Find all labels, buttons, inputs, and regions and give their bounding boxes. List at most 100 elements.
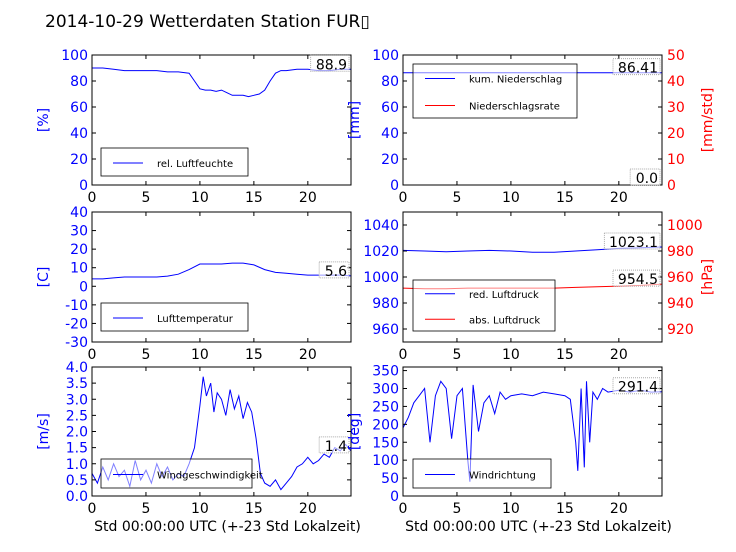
humidity-ylabel: [%] (36, 108, 52, 132)
windspeed-legend: Windgeschwindigkeit (100, 458, 263, 489)
precip-plot-frame (402, 54, 663, 186)
humidity-xtick-label-2: 10 (191, 190, 209, 206)
precip-ytick-r-label-4: 40 (667, 74, 685, 90)
pressure-ytick-label-0: 960 (372, 322, 399, 338)
winddir-xtick-label-1: 5 (452, 501, 461, 517)
precip-last-value: 86.41 (618, 61, 658, 77)
windspeed-ytick-label-7: 3.5 (66, 376, 88, 392)
temperature-ytick-label-2: -10 (65, 298, 88, 314)
pressure-ytick-label-4: 1040 (363, 218, 399, 234)
windspeed-legend-box (100, 458, 253, 489)
precip-ytick-label-5: 100 (372, 48, 399, 64)
precip-ytick-r-label-1: 10 (667, 152, 685, 168)
winddir-ytick-label-3: 150 (372, 435, 399, 451)
windspeed-last-value: 1.4 (325, 439, 347, 455)
humidity-last-value: 88.9 (316, 57, 347, 73)
temperature-legend-label-0: Lufttemperatur (157, 314, 234, 325)
pressure-ytick-r-label-1: 940 (667, 296, 694, 312)
windspeed-ytick-label-5: 2.5 (66, 408, 88, 424)
winddir-ytick-label-1: 50 (381, 471, 399, 487)
precip-legend-box (412, 63, 578, 119)
winddir-ylabel: [deg] (347, 413, 363, 450)
temperature-xtick-label-0: 0 (88, 347, 97, 363)
precip-ytick-r-label-0: 0 (667, 178, 676, 194)
pressure-ytick-label-2: 1000 (363, 270, 399, 286)
winddir-xlabel: Std 00:00:00 UTC (+-23 Std Lokalzeit) (405, 519, 672, 535)
temperature-legend: Lufttemperatur (100, 302, 249, 332)
winddir-xtick-label-2: 10 (502, 501, 520, 517)
precip-xtick-label-3: 15 (556, 190, 574, 206)
humidity-legend-box (100, 147, 249, 177)
precip-ytick-label-2: 40 (381, 126, 399, 142)
windspeed-ytick-label-8: 4.0 (66, 360, 88, 376)
precip-xtick-label-0: 0 (399, 190, 408, 206)
humidity-ytick-label-5: 100 (61, 48, 88, 64)
winddir-ytick-label-5: 250 (372, 399, 399, 415)
windspeed-last-value-box (318, 436, 350, 454)
temperature-xtick-label-4: 20 (299, 347, 317, 363)
precip-xtick-label-1: 5 (452, 190, 461, 206)
precip-ylabel-right: [mm/std] (700, 88, 716, 153)
precip-last-value-box (612, 58, 661, 76)
temperature-ytick-label-3: 0 (79, 279, 88, 295)
winddir-ytick-label-2: 100 (372, 453, 399, 469)
humidity-panel: 0 5 10 15 20 0 20 40 60 80 100 [%] 88.9 rel. Luftfeuc… (36, 48, 352, 206)
humidity-series-0-line (92, 67, 351, 98)
precip-legend-label-0: kum. Niederschlag (469, 75, 562, 86)
winddir-xtick-label-4: 20 (610, 501, 628, 517)
precip-xtick-label-2: 10 (502, 190, 520, 206)
winddir-plot-frame (402, 366, 663, 497)
temperature-legend-box (100, 302, 249, 332)
pressure-ytick-r-label-3: 980 (667, 244, 694, 260)
precip-xtick-label-4: 20 (610, 190, 628, 206)
humidity-xtick-label-3: 15 (245, 190, 263, 206)
pressure-legend: red. Luftdruck abs. Luftdruck (412, 279, 556, 332)
humidity-legend: rel. Luftfeuchte (100, 147, 249, 177)
winddir-ytick-label-6: 300 (372, 382, 399, 398)
precip-ytick-r-label-3: 30 (667, 100, 685, 116)
temperature-ytick-label-1: -20 (65, 316, 88, 332)
temperature-xtick-label-1: 5 (141, 347, 150, 363)
temperature-panel: 0 5 10 15 20 -30 -20 -10 0 10 20 30 40 [C] 5.6 Lufttemp… (36, 205, 352, 363)
precip-last-value-right-box (629, 168, 661, 186)
humidity-plot-frame (91, 54, 352, 186)
humidity-ytick-label-3: 60 (70, 100, 88, 116)
windspeed-xtick-label-4: 20 (299, 501, 317, 517)
pressure-ytick-label-1: 980 (372, 296, 399, 312)
humidity-ytick-label-4: 80 (70, 74, 88, 90)
temperature-ytick-label-0: -30 (65, 335, 88, 351)
precip-legend-label-1: Niederschlagsrate (469, 102, 560, 113)
windspeed-ytick-label-1: 0.5 (66, 473, 88, 489)
winddir-legend-label-0: Windrichtung (469, 471, 536, 482)
chart-title: 2014-10-29 Wetterdaten Station FUR▯ (45, 12, 370, 32)
precip-ytick-label-4: 80 (381, 74, 399, 90)
pressure-ytick-r-label-0: 920 (667, 322, 694, 338)
humidity-ytick-label-0: 0 (79, 178, 88, 194)
pressure-xtick-label-4: 20 (610, 347, 628, 363)
pressure-ylabel-right: [hPa] (700, 259, 716, 295)
winddir-ytick-label-7: 350 (372, 364, 399, 380)
precip-panel: 0 5 10 15 20 0 20 40 60 80 100 0 10 20 30 40 50 [mm] [mm/s… (347, 48, 716, 206)
precip-legend: kum. Niederschlag Niederschlagsrate (412, 63, 578, 119)
precip-ytick-r-label-2: 20 (667, 126, 685, 142)
precip-ytick-r-label-5: 50 (667, 48, 685, 64)
precip-ytick-label-1: 20 (381, 152, 399, 168)
pressure-legend-box (412, 279, 556, 332)
humidity-ytick-label-2: 40 (70, 126, 88, 142)
temperature-xtick-label-3: 15 (245, 347, 263, 363)
windspeed-ytick-label-0: 0.0 (66, 489, 88, 505)
windspeed-xtick-label-3: 15 (245, 501, 263, 517)
windspeed-panel: 0 5 10 15 20 0.00.51.01.52.02.53.03.54.0 [m/s]… (36, 360, 361, 535)
winddir-last-value: 291.4 (618, 380, 658, 396)
windspeed-ytick-label-4: 2.0 (66, 425, 88, 441)
windspeed-xlabel: Std 00:00:00 UTC (+-23 Std Lokalzeit) (94, 519, 361, 535)
winddir-xtick-label-3: 15 (556, 501, 574, 517)
temperature-ytick-label-7: 40 (70, 205, 88, 221)
precip-last-value-right: 0.0 (636, 171, 658, 187)
windspeed-ytick-label-6: 3.0 (66, 392, 88, 408)
humidity-last-value-box (310, 54, 350, 72)
humidity-xtick-label-1: 5 (141, 190, 150, 206)
winddir-series-0-line (402, 380, 663, 482)
pressure-last-value-right-box (612, 269, 661, 287)
windspeed-legend-label-0: Windgeschwindigkeit (157, 471, 263, 482)
